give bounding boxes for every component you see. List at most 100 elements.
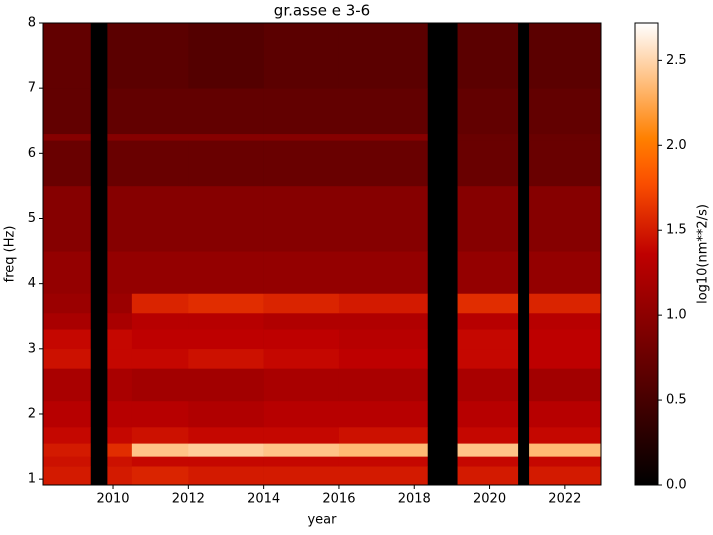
- heat-cell: [107, 293, 133, 314]
- colorbar: [634, 22, 659, 486]
- heat-cell: [43, 23, 91, 89]
- colorbar-tick-label: 1.5: [666, 223, 687, 238]
- heat-cell: [457, 400, 519, 428]
- heat-cell: [338, 329, 428, 350]
- x-tick-label: 2016: [322, 492, 355, 507]
- heat-cell: [131, 88, 189, 135]
- heat-cell: [529, 312, 602, 330]
- heat-cell: [131, 312, 189, 330]
- colorbar-tick-label: 2.0: [666, 138, 687, 153]
- heat-cell: [529, 348, 602, 369]
- heat-cell: [43, 427, 91, 444]
- heat-cell: [457, 348, 519, 369]
- heat-cell: [188, 88, 264, 135]
- heat-cell: [107, 23, 133, 89]
- heat-cell: [338, 368, 428, 402]
- heat-cell: [131, 348, 189, 369]
- heat-cell: [43, 368, 91, 402]
- x-tick-label: 2020: [473, 492, 506, 507]
- heat-cell: [131, 329, 189, 350]
- x-tick-label: 2012: [172, 492, 205, 507]
- heat-cell: [188, 456, 264, 467]
- heat-cell: [188, 133, 264, 141]
- heat-cell: [529, 400, 602, 428]
- heat-cell: [188, 23, 264, 89]
- plot-frame: [42, 22, 602, 486]
- heat-cell: [131, 251, 189, 294]
- heat-cell: [457, 88, 519, 135]
- heat-cell: [43, 133, 91, 141]
- heat-cell: [188, 140, 264, 187]
- y-tick-label: 5: [28, 211, 36, 226]
- heat-cell: [529, 368, 602, 402]
- x-tick-label: 2022: [548, 492, 581, 507]
- heat-cell: [263, 427, 340, 444]
- heat-cell: [338, 400, 428, 428]
- heat-cell: [188, 312, 264, 330]
- heat-cell: [43, 466, 91, 486]
- heat-cell: [263, 443, 340, 457]
- heat-cell: [338, 456, 428, 467]
- heat-cell: [107, 133, 133, 141]
- heat-cell: [131, 466, 189, 486]
- heat-cell: [529, 23, 602, 89]
- colorbar-tick-label: 0.5: [666, 393, 687, 408]
- colorbar-label: log10(nm**2/s): [696, 204, 711, 304]
- heat-cell: [263, 348, 340, 369]
- heat-cell: [338, 427, 428, 444]
- x-axis-label: year: [307, 513, 337, 528]
- heat-cell: [263, 400, 340, 428]
- heat-cell: [263, 23, 340, 89]
- heat-cell: [107, 400, 133, 428]
- heat-cell: [529, 133, 602, 141]
- heat-cell: [457, 23, 519, 89]
- heat-cell: [263, 293, 340, 314]
- heat-cell: [131, 368, 189, 402]
- heat-cell: [188, 251, 264, 294]
- heat-cell: [188, 427, 264, 444]
- heat-cell: [263, 312, 340, 330]
- heat-cell: [107, 329, 133, 350]
- heat-cell: [263, 251, 340, 294]
- colorbar-tick-label: 0.0: [666, 478, 687, 493]
- heat-cell: [43, 251, 91, 294]
- heat-cell: [107, 251, 133, 294]
- heat-cell: [107, 88, 133, 135]
- heat-cell: [188, 185, 264, 252]
- heat-cell: [188, 466, 264, 486]
- y-tick-label: 4: [28, 276, 36, 291]
- heat-cell: [529, 88, 602, 135]
- heat-cell: [131, 427, 189, 444]
- heat-cell: [188, 329, 264, 350]
- y-tick-label: 3: [28, 341, 36, 356]
- heat-cell: [188, 368, 264, 402]
- heat-cell: [338, 88, 428, 135]
- heat-cell: [107, 443, 133, 457]
- heat-cell: [529, 443, 602, 457]
- heat-cell: [107, 312, 133, 330]
- chart-title: gr.asse e 3-6: [274, 2, 370, 20]
- heat-cell: [457, 293, 519, 314]
- heat-cell: [338, 23, 428, 89]
- heat-cell: [43, 88, 91, 135]
- heat-cell: [107, 185, 133, 252]
- x-tick-label: 2018: [398, 492, 431, 507]
- heat-cell: [263, 456, 340, 467]
- heat-cell: [188, 400, 264, 428]
- heat-cell: [107, 456, 133, 467]
- heat-cell: [43, 329, 91, 350]
- heat-cell: [338, 251, 428, 294]
- heat-cell: [457, 251, 519, 294]
- heat-cell: [263, 466, 340, 486]
- heat-cell: [43, 185, 91, 252]
- y-tick-label: 2: [28, 406, 36, 421]
- heat-cell: [107, 427, 133, 444]
- heat-cell: [43, 312, 91, 330]
- x-tick-label: 2010: [96, 492, 129, 507]
- heat-cell: [457, 329, 519, 350]
- heat-cell: [43, 348, 91, 369]
- y-tick-label: 6: [28, 146, 36, 161]
- heat-cell: [131, 456, 189, 467]
- heat-cell: [338, 140, 428, 187]
- heat-cell: [131, 185, 189, 252]
